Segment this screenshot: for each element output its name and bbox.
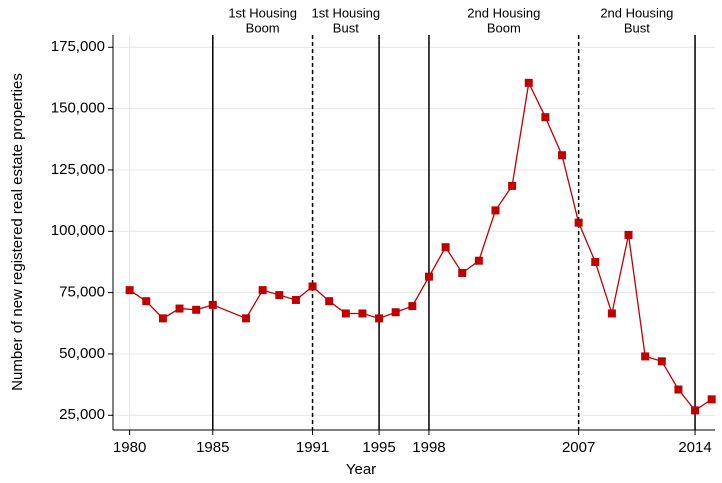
marker [142, 297, 151, 306]
marker [242, 314, 251, 323]
annotation: Bust [333, 20, 359, 35]
x-axis-label: Year [346, 461, 376, 478]
y-tick-label: 75,000 [59, 284, 105, 301]
marker [508, 181, 517, 190]
data-line [129, 80, 713, 412]
marker [558, 151, 567, 160]
x-tick-label: 1980 [113, 439, 146, 456]
marker [641, 352, 650, 361]
marker [125, 286, 134, 295]
marker [158, 314, 167, 323]
y-tick-label: 25,000 [59, 406, 105, 423]
marker [308, 282, 317, 291]
annotation: Boom [246, 20, 280, 35]
marker [707, 395, 716, 404]
marker [474, 256, 483, 265]
x-tick-label: 1998 [412, 439, 445, 456]
marker [258, 286, 267, 295]
y-axis-label: Number of new registered real estate pro… [9, 73, 26, 391]
annotation: 1st Housing [311, 5, 380, 20]
annotation: 2nd Housing [467, 5, 540, 20]
marker [341, 309, 350, 318]
marker [192, 305, 201, 314]
marker [674, 385, 683, 394]
marker [574, 218, 583, 227]
marker [424, 272, 433, 281]
marker [491, 206, 500, 215]
y-tick-label: 100,000 [51, 222, 105, 239]
marker [375, 314, 384, 323]
marker [691, 406, 700, 415]
marker [325, 297, 334, 306]
annotation: 2nd Housing [600, 5, 673, 20]
annotation: Bust [624, 20, 650, 35]
marker [408, 302, 417, 311]
y-tick-label: 175,000 [51, 38, 105, 55]
marker [458, 268, 467, 277]
marker [591, 257, 600, 266]
annotation: Boom [487, 20, 521, 35]
marker [441, 243, 450, 252]
marker [175, 304, 184, 313]
marker [607, 309, 616, 318]
x-tick-label: 2007 [562, 439, 595, 456]
x-tick-label: 1995 [362, 439, 395, 456]
y-tick-label: 125,000 [51, 161, 105, 178]
x-tick-label: 1985 [196, 439, 229, 456]
marker [624, 230, 633, 239]
marker [275, 291, 284, 300]
x-tick-label: 2014 [678, 439, 711, 456]
x-tick-label: 1991 [296, 439, 329, 456]
marker [291, 295, 300, 304]
marker [524, 78, 533, 87]
marker [391, 308, 400, 317]
marker [208, 300, 217, 309]
y-tick-label: 150,000 [51, 100, 105, 117]
marker [657, 357, 666, 366]
marker [358, 309, 367, 318]
marker [541, 113, 550, 122]
y-tick-label: 50,000 [59, 345, 105, 362]
annotation: 1st Housing [228, 5, 297, 20]
